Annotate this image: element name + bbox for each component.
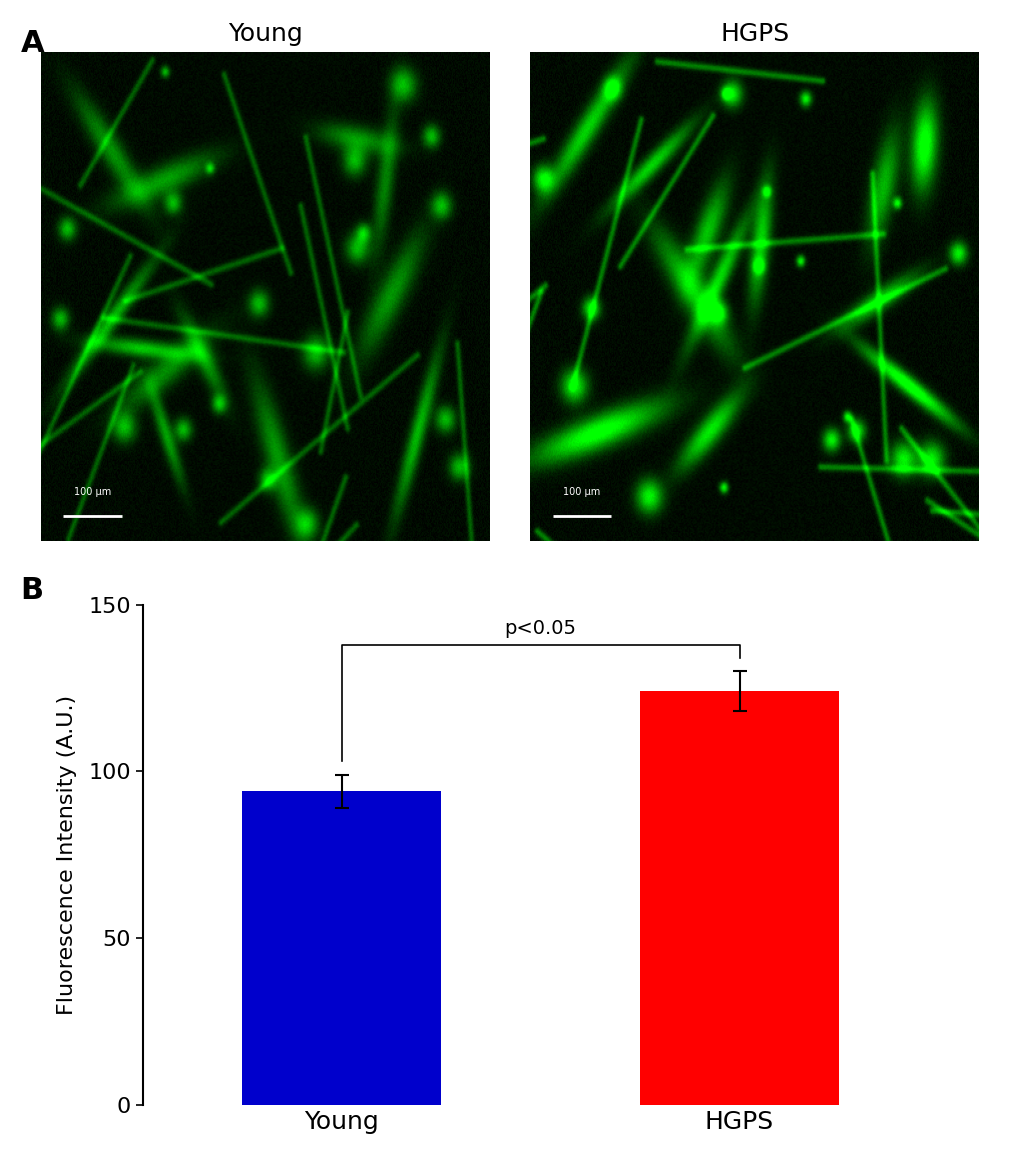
Text: A: A [20, 29, 44, 58]
Text: B: B [20, 576, 44, 605]
Bar [243, 792, 441, 1105]
Text: 100 μm: 100 μm [73, 487, 111, 497]
Title: HGPS: HGPS [719, 22, 789, 47]
Title: Young: Young [227, 22, 303, 47]
Text: p<0.05: p<0.05 [504, 619, 576, 638]
Text: 100 μm: 100 μm [562, 487, 600, 497]
Y-axis label: Fluorescence Intensity (A.U.): Fluorescence Intensity (A.U.) [57, 694, 77, 1015]
Bar [640, 692, 839, 1105]
